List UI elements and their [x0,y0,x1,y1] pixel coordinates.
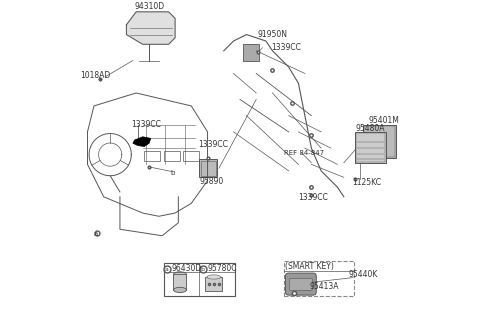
Text: 1125KC: 1125KC [352,178,381,187]
Bar [205,277,222,291]
Text: b: b [170,170,175,176]
Bar [243,44,260,60]
Bar [363,125,396,158]
Text: 95440K: 95440K [348,270,378,278]
Text: REF 84-847: REF 84-847 [284,150,324,156]
Text: 95401M: 95401M [368,116,399,125]
Bar [164,152,180,161]
Text: b: b [201,267,204,272]
Text: 96430D: 96430D [172,264,202,273]
Bar [183,152,199,161]
Text: 95780C: 95780C [207,264,237,273]
Bar [284,261,354,297]
FancyBboxPatch shape [289,278,312,290]
FancyBboxPatch shape [286,273,316,295]
Text: 1018AD: 1018AD [80,71,110,80]
Text: a: a [165,267,169,272]
Text: 1339CC: 1339CC [299,193,328,202]
Text: (SMART KEY): (SMART KEY) [286,262,334,271]
Text: 95480A: 95480A [355,124,384,133]
Ellipse shape [207,275,220,279]
Text: 95890: 95890 [199,177,224,186]
Bar [201,161,216,176]
Text: a: a [94,232,98,237]
Text: 1339CC: 1339CC [198,140,228,149]
Ellipse shape [173,287,186,293]
Ellipse shape [173,272,186,277]
Text: 91950N: 91950N [258,30,288,39]
Bar [164,263,235,296]
Polygon shape [133,137,151,147]
Bar [364,126,395,157]
Text: 94310D: 94310D [134,3,165,11]
Text: 95413A: 95413A [310,281,339,291]
Text: 1339CC: 1339CC [271,43,300,52]
Bar [173,274,186,290]
Bar [144,152,160,161]
Bar [355,132,386,163]
Text: 1339CC: 1339CC [132,120,161,129]
Bar [356,133,385,162]
Polygon shape [126,12,175,44]
Bar [199,159,217,177]
